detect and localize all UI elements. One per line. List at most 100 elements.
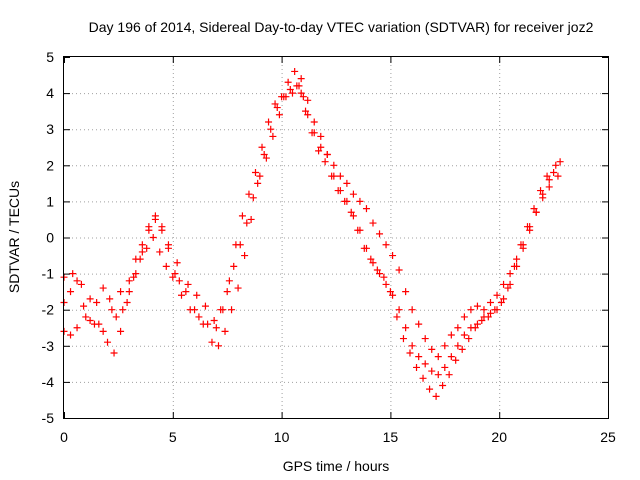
data-point — [178, 291, 186, 299]
data-point — [195, 313, 203, 321]
data-point — [421, 335, 429, 343]
data-point — [460, 331, 468, 339]
data-point — [236, 241, 244, 249]
data-point — [428, 367, 436, 375]
data-point — [395, 306, 403, 314]
data-point — [304, 96, 312, 104]
data-point — [380, 273, 388, 281]
data-point — [221, 327, 229, 335]
data-point — [402, 288, 410, 296]
y-axis-label: SDTVAR / TECUs — [6, 181, 22, 293]
data-point — [93, 298, 101, 306]
series-track-b — [60, 67, 564, 379]
data-point — [162, 262, 170, 270]
data-point — [493, 291, 501, 299]
data-point — [506, 270, 514, 278]
data-point — [382, 280, 390, 288]
data-point — [441, 363, 449, 371]
x-tick-labels: 0 5 10 15 20 25 — [60, 429, 616, 445]
data-point — [382, 241, 390, 249]
data-point — [275, 111, 283, 119]
data-point — [480, 306, 488, 314]
y-tick-label: 5 — [46, 49, 54, 65]
data-point — [395, 266, 403, 274]
data-point — [486, 298, 494, 306]
data-point — [317, 132, 325, 140]
data-point — [480, 313, 488, 321]
x-tick-label: 10 — [274, 429, 290, 445]
data-point — [413, 363, 421, 371]
data-point — [504, 284, 512, 292]
data-point — [454, 324, 462, 332]
x-tick-label: 25 — [600, 429, 616, 445]
data-point — [439, 382, 447, 390]
data-point — [408, 306, 416, 314]
data-point — [164, 244, 172, 252]
data-point — [245, 190, 253, 198]
plot-frame — [63, 56, 609, 419]
data-point — [330, 172, 338, 180]
data-point — [452, 356, 460, 364]
data-point — [265, 118, 273, 126]
data-point — [234, 284, 242, 292]
data-point — [284, 78, 292, 86]
data-point — [356, 226, 364, 234]
data-point — [434, 371, 442, 379]
data-point — [95, 320, 103, 328]
data-point — [123, 298, 131, 306]
data-point — [238, 212, 246, 220]
data-point — [217, 306, 225, 314]
data-point — [143, 244, 151, 252]
data-point — [530, 205, 538, 213]
x-tick-label: 15 — [383, 429, 399, 445]
data-point — [321, 158, 329, 166]
y-tick-label: 0 — [46, 230, 54, 246]
data-point — [212, 324, 220, 332]
y-tick-label: -1 — [42, 266, 55, 282]
data-point — [389, 252, 397, 260]
data-point — [426, 385, 434, 393]
data-point — [408, 342, 416, 350]
data-point — [402, 324, 410, 332]
data-point — [171, 270, 179, 278]
data-point — [273, 104, 281, 112]
data-point — [214, 342, 222, 350]
data-point — [251, 169, 259, 177]
data-point — [478, 317, 486, 325]
data-point — [110, 349, 118, 357]
x-tick-label: 20 — [491, 429, 507, 445]
data-point — [369, 259, 377, 267]
data-point — [73, 324, 81, 332]
data-point — [208, 338, 216, 346]
y-tick-labels: 5 4 3 2 1 0 -1 -2 -3 -4 -5 — [42, 49, 55, 426]
y-tick-label: -5 — [42, 410, 55, 426]
data-point — [356, 197, 364, 205]
data-point — [86, 317, 94, 325]
data-point — [271, 100, 279, 108]
data-point — [486, 309, 494, 317]
data-point — [550, 169, 558, 177]
data-point — [295, 82, 303, 90]
data-point — [343, 179, 351, 187]
data-point — [500, 295, 508, 303]
data-point — [343, 197, 351, 205]
data-point — [254, 179, 262, 187]
data-point — [297, 89, 305, 97]
data-point — [117, 288, 125, 296]
data-point — [260, 150, 268, 158]
data-point — [262, 154, 270, 162]
data-point — [175, 277, 183, 285]
data-point — [132, 270, 140, 278]
data-point — [249, 194, 257, 202]
data-point — [428, 345, 436, 353]
data-point — [317, 143, 325, 151]
data-point — [256, 172, 264, 180]
data-point — [506, 280, 514, 288]
y-tick-label: 4 — [46, 85, 54, 101]
data-point — [67, 331, 75, 339]
data-point — [386, 288, 394, 296]
data-point — [173, 259, 181, 267]
data-point — [545, 183, 553, 191]
data-point — [310, 129, 318, 137]
